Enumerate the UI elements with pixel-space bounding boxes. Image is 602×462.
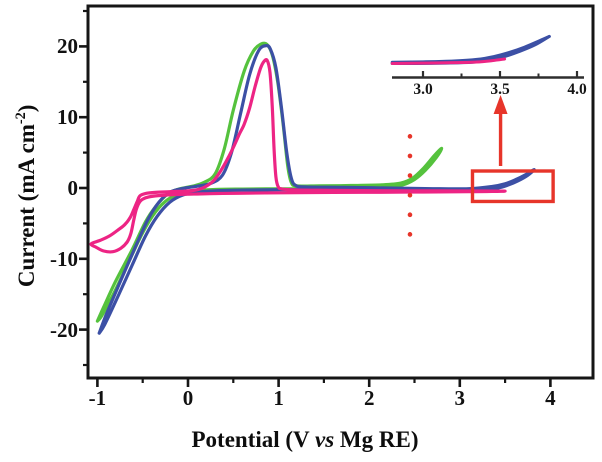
x-axis-title: Potential (V vs Mg RE) [95,427,515,453]
x-title-vs-italic: vs [315,427,335,452]
y-tick-label: -20 [50,317,78,342]
x-title-post: Mg RE) [334,427,419,452]
inset-curve-inset-magenta [390,57,507,65]
y-tick-label: 20 [57,34,78,59]
y-tick-label: -10 [50,246,78,271]
x-tick-label: 3 [454,386,466,410]
x-tick-label: 2 [363,386,375,410]
cv-curve-pink-cv-vertex-3.5V [89,58,507,254]
x-title-pre: Potential (V [191,427,315,452]
y-tick-label: 10 [57,105,78,130]
x-tick-label: 1 [273,386,284,410]
plot-frame [86,4,595,380]
inset-tick-label: 4.0 [567,81,587,98]
inset-tick-label: 3.0 [413,81,433,98]
red-highlight-box [470,169,555,204]
x-tick-label: -1 [88,386,107,410]
x-tick-label: 4 [545,386,556,410]
inset-tick-label: 3.5 [490,81,510,98]
red-arrow-head [493,95,508,114]
y-tick-label: 0 [67,176,79,200]
x-tick-label: 0 [182,386,194,410]
